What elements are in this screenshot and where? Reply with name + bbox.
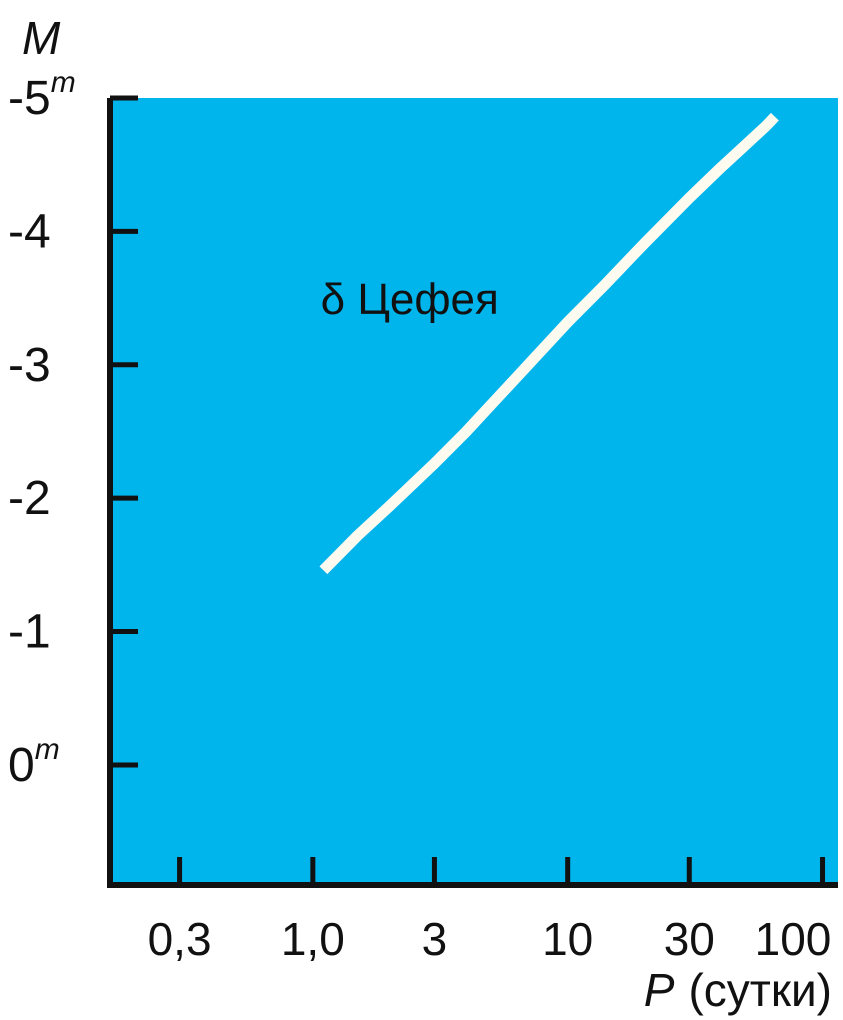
series-line xyxy=(319,112,779,575)
y-tick-label: -3 xyxy=(8,339,51,392)
y-tick-label: -4 xyxy=(8,205,51,258)
y-axis-title: M xyxy=(22,12,61,64)
curve-annotation: δ Цефея xyxy=(321,275,499,324)
x-tick-label: 3 xyxy=(422,913,448,965)
x-axis-title: P (сутки) xyxy=(644,964,832,1016)
x-tick-label: 10 xyxy=(542,913,593,965)
y-tick-label: -1 xyxy=(8,606,51,659)
x-axis-variable: P xyxy=(644,964,675,1016)
x-axis-unit: (сутки) xyxy=(688,964,832,1016)
y-tick-label: 0m xyxy=(8,733,60,792)
x-tick-label: 0,3 xyxy=(148,913,212,965)
x-tick-label: 30 xyxy=(664,913,715,965)
x-tick-label: 100 xyxy=(755,913,832,965)
y-tick-superscript: m xyxy=(35,733,60,766)
plot-background xyxy=(110,98,838,885)
y-tick-superscript: m xyxy=(51,66,76,99)
y-tick-label: -5m xyxy=(8,66,76,125)
x-tick-label: 1,0 xyxy=(281,913,345,965)
y-tick-label: -2 xyxy=(8,472,51,525)
